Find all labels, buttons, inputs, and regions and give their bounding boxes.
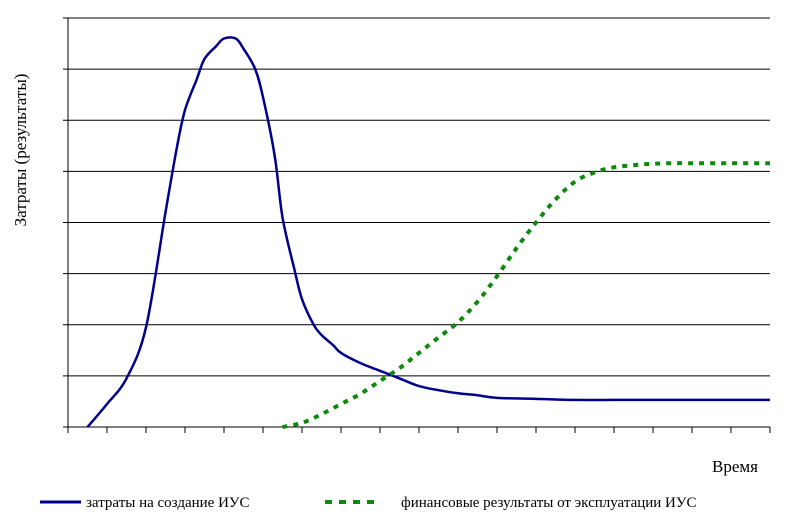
gridlines xyxy=(68,17,770,377)
series-layer xyxy=(86,36,770,429)
series-line-1 xyxy=(86,36,770,428)
series-line-2 xyxy=(282,161,770,429)
x-axis-ticks xyxy=(67,427,771,433)
legend-label-series-1: затраты на создание ИУС xyxy=(86,495,250,511)
y-axis-label: Затраты (результаты) xyxy=(11,74,30,227)
legend: затраты на создание ИУС финансовые резул… xyxy=(40,495,697,511)
legend-label-series-2: финансовые результаты от эксплуатации ИУ… xyxy=(401,495,697,511)
x-axis-label: Время xyxy=(712,457,758,476)
